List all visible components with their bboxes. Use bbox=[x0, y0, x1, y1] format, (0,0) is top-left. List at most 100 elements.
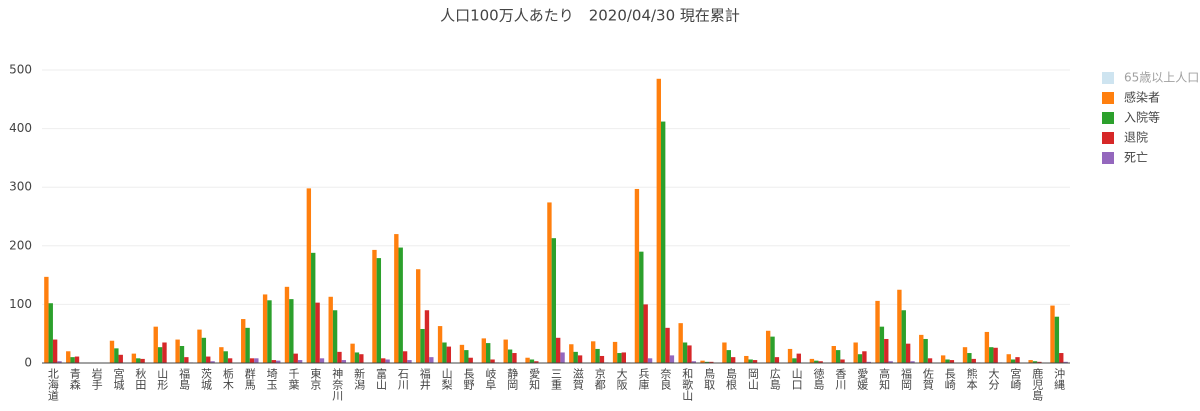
x-tick-label: 岐阜 bbox=[484, 368, 497, 391]
x-tick-label: 茨城 bbox=[200, 367, 213, 390]
y-tick-label: 0 bbox=[24, 356, 32, 370]
x-tick-label: 神奈川 bbox=[331, 367, 344, 401]
x-tick-label: 島根 bbox=[724, 367, 737, 391]
bar bbox=[722, 342, 727, 363]
bar bbox=[201, 337, 207, 363]
bar bbox=[1006, 354, 1011, 363]
bar bbox=[744, 355, 749, 363]
legend-label: 65歳以上人口 bbox=[1124, 71, 1199, 85]
bar bbox=[398, 247, 403, 363]
chart-title: 人口100万人あたり 2020/04/30 現在累計 bbox=[440, 7, 740, 25]
bar bbox=[118, 354, 123, 363]
bar bbox=[464, 350, 469, 363]
x-tick-label: 徳島 bbox=[812, 368, 825, 391]
bar bbox=[385, 359, 390, 363]
bar bbox=[114, 348, 119, 363]
bar bbox=[971, 358, 976, 363]
x-tick-label: 千葉 bbox=[287, 368, 300, 390]
bar bbox=[910, 361, 915, 363]
x-tick-label: 佐賀 bbox=[921, 367, 934, 391]
bar bbox=[1010, 359, 1016, 363]
x-tick-label: 滋賀 bbox=[571, 368, 584, 391]
x-tick-label: 愛媛 bbox=[856, 368, 869, 391]
bar bbox=[862, 351, 867, 363]
bar bbox=[809, 358, 815, 363]
bar bbox=[730, 357, 736, 363]
bar bbox=[424, 310, 430, 363]
bar bbox=[184, 357, 189, 363]
bar bbox=[446, 346, 452, 363]
bar bbox=[376, 258, 382, 363]
bar bbox=[989, 347, 994, 363]
x-tick-label: 兵庫 bbox=[637, 368, 650, 391]
bar bbox=[700, 360, 705, 363]
bar bbox=[490, 359, 495, 363]
bar bbox=[429, 357, 434, 363]
bar bbox=[332, 310, 338, 363]
x-tick-label: 北海道 bbox=[46, 368, 59, 401]
x-tick-label: 岩手 bbox=[90, 367, 103, 391]
bar bbox=[175, 339, 180, 363]
bar bbox=[967, 353, 972, 363]
bar bbox=[1015, 357, 1020, 363]
bar bbox=[289, 299, 294, 363]
x-tick-label: 京都 bbox=[593, 367, 606, 390]
bar bbox=[962, 347, 968, 363]
bar bbox=[669, 355, 675, 363]
bar bbox=[748, 359, 753, 363]
bar bbox=[402, 351, 408, 363]
bar bbox=[70, 357, 75, 363]
bar bbox=[153, 326, 158, 363]
bar bbox=[306, 188, 312, 363]
x-tick-label: 新潟 bbox=[353, 367, 366, 391]
x-tick-label: 和歌山 bbox=[681, 368, 694, 401]
bar bbox=[691, 361, 696, 363]
bar bbox=[678, 323, 683, 363]
bar bbox=[249, 358, 255, 363]
bar bbox=[315, 302, 320, 363]
bar bbox=[1054, 316, 1060, 363]
bar bbox=[573, 351, 578, 363]
bar bbox=[560, 352, 565, 363]
x-tick-label: 埼玉 bbox=[265, 367, 278, 390]
bar bbox=[131, 353, 137, 363]
bar bbox=[109, 340, 115, 363]
x-tick-label: 山梨 bbox=[440, 368, 453, 391]
bar bbox=[525, 357, 530, 363]
x-tick-label: 三重 bbox=[550, 368, 563, 390]
bar bbox=[660, 121, 666, 364]
bar bbox=[682, 342, 688, 363]
bar bbox=[359, 354, 364, 363]
bar bbox=[709, 361, 714, 363]
bar bbox=[486, 343, 491, 363]
bar bbox=[612, 341, 618, 363]
y-tick-label: 400 bbox=[9, 121, 32, 135]
bar bbox=[57, 361, 62, 363]
x-tick-label: 香川 bbox=[834, 368, 847, 390]
legend-swatch bbox=[1102, 92, 1114, 104]
bar bbox=[534, 361, 539, 363]
bar bbox=[241, 319, 246, 363]
bar bbox=[381, 358, 386, 363]
x-tick-label: 青森 bbox=[68, 368, 81, 391]
bar bbox=[765, 330, 771, 363]
bar bbox=[897, 289, 902, 363]
bar bbox=[752, 360, 758, 363]
bar bbox=[1032, 361, 1038, 363]
bar bbox=[919, 334, 924, 363]
legend-swatch bbox=[1102, 112, 1114, 124]
legend-swatch bbox=[1102, 72, 1114, 84]
y-tick-label: 100 bbox=[9, 297, 32, 311]
bar bbox=[416, 269, 421, 363]
x-tick-label: 広島 bbox=[768, 368, 781, 391]
bar bbox=[341, 360, 347, 363]
x-tick-label: 東京 bbox=[309, 368, 322, 391]
x-tick-label: 大分 bbox=[987, 367, 1000, 390]
x-tick-label: 福岡 bbox=[899, 367, 912, 391]
bar bbox=[350, 343, 355, 363]
bar bbox=[787, 348, 793, 363]
x-tick-label: 岡山 bbox=[746, 368, 759, 390]
bar bbox=[481, 338, 487, 363]
bar bbox=[1050, 305, 1055, 363]
